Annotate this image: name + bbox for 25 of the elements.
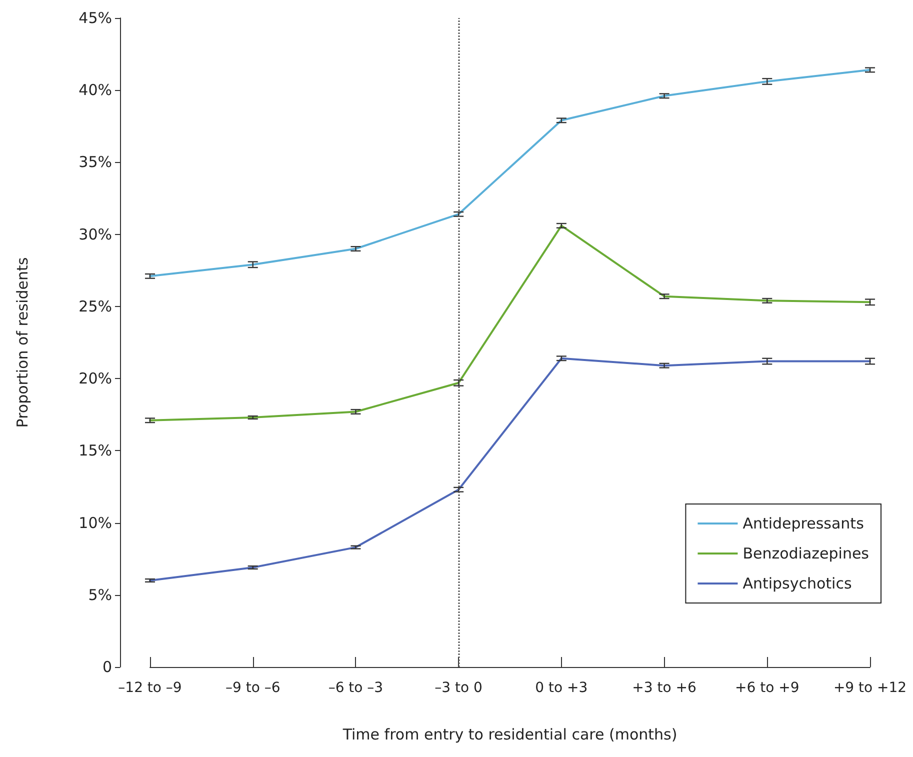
x-tick-label: –3 to 0 [434, 680, 482, 696]
legend-label: Antipsychotics [742, 574, 852, 592]
y-tick-label: 0 [102, 658, 112, 676]
y-tick-label: 45% [78, 9, 112, 27]
y-tick-label: 15% [78, 442, 112, 460]
y-tick-label: 40% [78, 81, 112, 100]
x-tick-label: +6 to +9 [735, 680, 800, 696]
x-tick-label: –6 to –3 [328, 680, 384, 696]
legend-label: Antidepressants [742, 514, 864, 532]
line-series [149, 68, 871, 278]
x-tick-label: +9 to +12 [833, 680, 907, 696]
line-series [149, 224, 871, 422]
y-tick-label: 35% [78, 153, 112, 172]
y-tick-label: 30% [78, 225, 112, 244]
y-tick-label: 20% [78, 370, 112, 388]
x-tick-label: 0 to +3 [535, 680, 588, 696]
x-tick-label: –12 to –9 [118, 680, 182, 696]
y-tick-label: 25% [78, 297, 112, 316]
x-axis-title: Time from entry to residential care (months) [342, 726, 678, 744]
y-axis-title: Proportion of residents [14, 257, 32, 428]
legend-label: Benzodiazepines [742, 544, 870, 562]
y-tick-label: 5% [88, 586, 112, 604]
x-tick-label: –9 to –6 [225, 680, 280, 696]
x-tick-label: +3 to +6 [632, 680, 696, 696]
y-tick-label: 10% [78, 514, 112, 532]
